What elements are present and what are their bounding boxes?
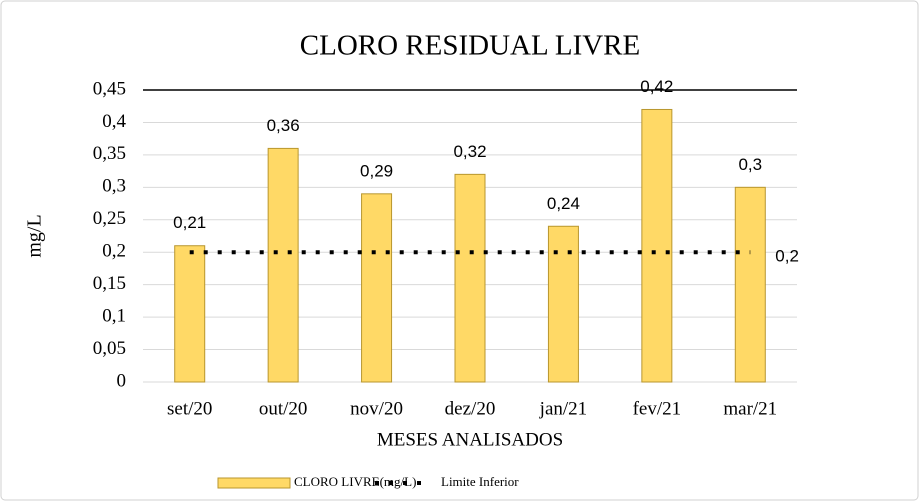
data-label: 0,3 — [738, 155, 762, 174]
bar — [174, 245, 206, 383]
y-tick-label: 0,35 — [93, 143, 126, 164]
data-label: 0,24 — [547, 194, 580, 213]
y-tick-label: 0,3 — [102, 176, 126, 197]
y-tick-label: 0 — [117, 370, 127, 391]
bar — [361, 193, 393, 383]
y-tick-label: 0,05 — [93, 338, 126, 359]
x-tick-label: fev/21 — [633, 398, 682, 419]
x-tick-label: jan/21 — [539, 398, 588, 419]
x-axis-label: MESES ANALISADOS — [377, 429, 563, 450]
y-tick-label: 0,15 — [93, 273, 126, 294]
data-label: 0,29 — [360, 161, 393, 180]
bar — [641, 108, 673, 383]
y-tick-label: 0,2 — [102, 241, 126, 262]
data-label: 0,2 — [775, 247, 799, 266]
chart-title: CLORO RESIDUAL LIVRE — [300, 30, 640, 62]
bar — [547, 225, 579, 383]
bar — [734, 186, 766, 383]
y-tick-label: 0,1 — [102, 305, 126, 326]
legend-label: CLORO LIVRE(mg/L) — [294, 474, 416, 489]
y-axis-label: mg/L — [24, 214, 46, 257]
y-tick-label: 0,25 — [93, 208, 126, 229]
data-label: 0,21 — [173, 213, 206, 232]
y-tick-label: 0,45 — [93, 78, 126, 99]
x-tick-label: out/20 — [259, 398, 308, 419]
data-label: 0,42 — [640, 77, 673, 96]
y-tick-label: 0,4 — [102, 111, 126, 132]
x-tick-label: set/20 — [167, 398, 212, 419]
x-tick-label: dez/20 — [445, 398, 496, 419]
bar — [454, 173, 486, 383]
data-label: 0,36 — [267, 116, 300, 135]
legend-swatch — [217, 477, 291, 489]
data-label: 0,32 — [453, 142, 486, 161]
bar — [267, 147, 299, 383]
x-tick-label: mar/21 — [723, 398, 777, 419]
legend-label: Limite Inferior — [441, 474, 519, 489]
x-tick-label: nov/20 — [350, 398, 403, 419]
